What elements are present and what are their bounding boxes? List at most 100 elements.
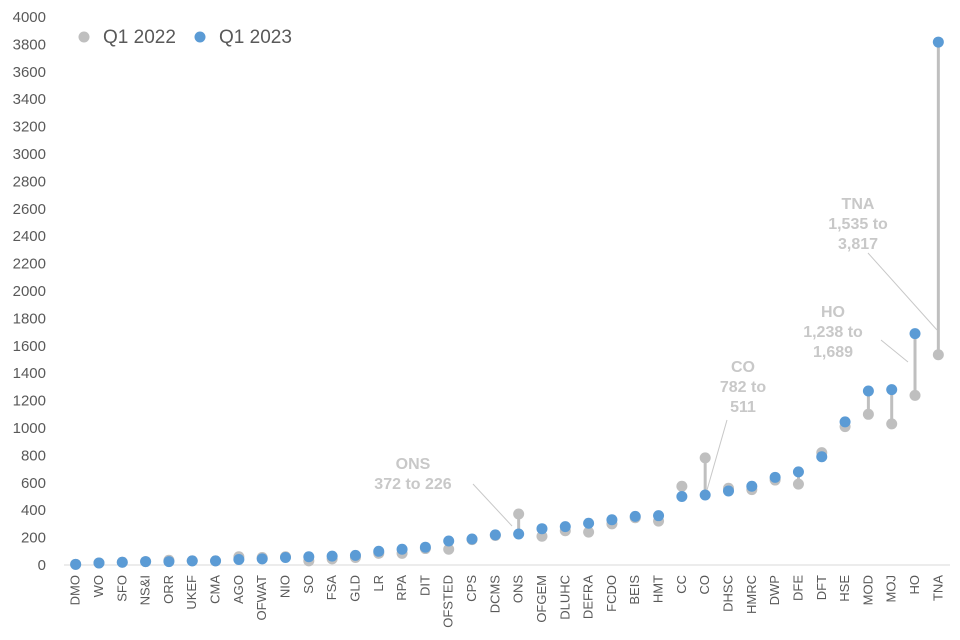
point-q1-2023-dit — [419, 541, 431, 553]
point-q1-2023-ns-i — [140, 556, 152, 568]
x-tick-label-fcdo: FCDO — [604, 575, 619, 612]
x-tick-label-ofwat: OFWAT — [254, 575, 269, 621]
x-tick-label-tna: TNA — [930, 575, 945, 601]
annotation-leader-ho — [880, 339, 909, 363]
annotation-line: CO — [731, 359, 755, 376]
point-q1-2022-co — [699, 452, 711, 464]
x-tick-label-ofgem: OFGEM — [534, 575, 549, 623]
annotation-line: TNA — [842, 196, 875, 213]
x-axis: DMO WO SFO NS&I ORR UKEF CMA AGO OFWAT NIO SO FSA GL… — [64, 564, 950, 628]
point-q1-2022-defra — [583, 526, 595, 538]
point-q1-2023-fcdo — [606, 514, 618, 526]
x-tick-label-gld: GLD — [347, 575, 362, 602]
point-q1-2022-ho — [909, 389, 921, 401]
y-tick-label: 3400 — [13, 91, 46, 108]
x-tick-label-beis: BEIS — [627, 575, 642, 605]
annotation-line: 1,238 to — [803, 324, 863, 341]
point-q1-2022-cc — [676, 480, 688, 492]
y-axis: 0 200 400 600 800 1000 1200 1400 1600 1800 2000 220… — [13, 9, 46, 574]
y-tick-label: 1600 — [13, 338, 46, 355]
x-tick-label-ons: ONS — [511, 575, 526, 604]
point-q1-2022-ofgem — [536, 530, 548, 542]
annotation-leader-co — [706, 419, 728, 491]
annotation-line: ONS — [396, 456, 431, 473]
connector-lines — [447, 42, 940, 550]
data-points — [70, 36, 944, 570]
point-q1-2023-lr — [373, 545, 385, 557]
legend-marker-q1-2022 — [78, 31, 90, 43]
point-q1-2023-dft — [816, 451, 828, 463]
point-q1-2022-dfe — [792, 478, 804, 490]
point-q1-2023-cc — [676, 491, 688, 502]
x-tick-label-ago: AGO — [231, 575, 246, 604]
x-tick-label-dft: DFT — [814, 575, 829, 600]
x-tick-label-lr: LR — [371, 575, 386, 592]
point-q1-2023-gld — [349, 549, 361, 561]
x-tick-label-hse: HSE — [837, 575, 852, 602]
point-q1-2023-ofwat — [256, 553, 268, 565]
y-tick-label: 1400 — [13, 365, 46, 382]
point-q1-2023-ukef — [186, 555, 198, 567]
y-tick-label: 1800 — [13, 310, 46, 327]
y-tick-label: 4000 — [13, 9, 46, 26]
legend: Q1 2022 Q1 2023 — [78, 27, 292, 48]
point-q1-2023-dcms — [489, 529, 501, 541]
x-tick-label-orr: ORR — [161, 575, 176, 604]
y-tick-label: 3800 — [13, 36, 46, 53]
point-q1-2023-cma — [210, 555, 222, 567]
x-tick-label-dcms: DCMS — [487, 575, 502, 614]
y-tick-label: 600 — [21, 475, 46, 492]
x-tick-label-fsa: FSA — [324, 575, 339, 601]
point-q1-2023-tna — [932, 36, 944, 48]
point-q1-2022-ons — [513, 508, 525, 520]
y-tick-label: 1000 — [13, 420, 46, 437]
y-tick-label: 2400 — [13, 228, 46, 245]
point-q1-2023-ons — [513, 528, 525, 540]
annotation-leader-tna — [867, 252, 938, 331]
point-q1-2023-hmt — [653, 510, 665, 522]
x-tick-label-dmo: DMO — [68, 575, 83, 605]
x-tick-label-dit: DIT — [417, 575, 432, 596]
point-q1-2023-ofgem — [536, 523, 548, 535]
point-q1-2022-tna — [932, 349, 944, 361]
y-tick-label: 200 — [21, 530, 46, 547]
point-q1-2023-ho — [909, 328, 921, 340]
x-tick-label-nio: NIO — [278, 575, 293, 598]
y-tick-label: 400 — [21, 502, 46, 519]
annotation-line: 782 to — [720, 379, 766, 396]
annotation-line: 3,817 — [838, 236, 878, 253]
point-q1-2023-wo — [93, 557, 105, 569]
y-tick-label: 2800 — [13, 173, 46, 190]
point-q1-2023-beis — [629, 510, 641, 522]
annotation-line: HO — [821, 304, 845, 321]
legend-marker-q1-2023 — [194, 31, 206, 43]
point-q1-2023-so — [303, 551, 315, 563]
y-tick-label: 2600 — [13, 201, 46, 218]
point-q1-2023-dfe — [792, 466, 804, 478]
point-q1-2023-fsa — [326, 550, 338, 562]
x-tick-label-moj: MOJ — [884, 575, 899, 602]
y-tick-label: 3200 — [13, 119, 46, 136]
x-tick-label-sfo: SFO — [114, 575, 129, 602]
point-q1-2023-hse — [839, 416, 851, 428]
x-tick-label-so: SO — [301, 575, 316, 594]
x-tick-label-dwp: DWP — [767, 575, 782, 605]
point-q1-2023-moj — [886, 384, 898, 396]
y-tick-label: 2000 — [13, 283, 46, 300]
x-tick-label-dfe: DFE — [790, 575, 805, 601]
x-tick-label-mod: MOD — [860, 575, 875, 605]
legend-label-q1-2022: Q1 2022 — [103, 27, 176, 48]
x-tick-label-ns-i: NS&I — [138, 575, 153, 605]
annotation-tna: TNA 1,535 to 3,817 — [828, 196, 888, 253]
point-q1-2022-ofsted — [443, 543, 455, 555]
x-tick-label-cc: CC — [674, 575, 689, 594]
y-tick-label: 800 — [21, 447, 46, 464]
y-tick-label: 0 — [38, 557, 46, 574]
y-tick-label: 1200 — [13, 393, 46, 410]
point-q1-2023-rpa — [396, 543, 408, 555]
annotation-co: CO 782 to 511 — [720, 359, 766, 416]
x-tick-label-hmt: HMT — [651, 575, 666, 603]
point-q1-2023-dwp — [769, 471, 781, 483]
x-tick-label-dhsc: DHSC — [721, 575, 736, 612]
